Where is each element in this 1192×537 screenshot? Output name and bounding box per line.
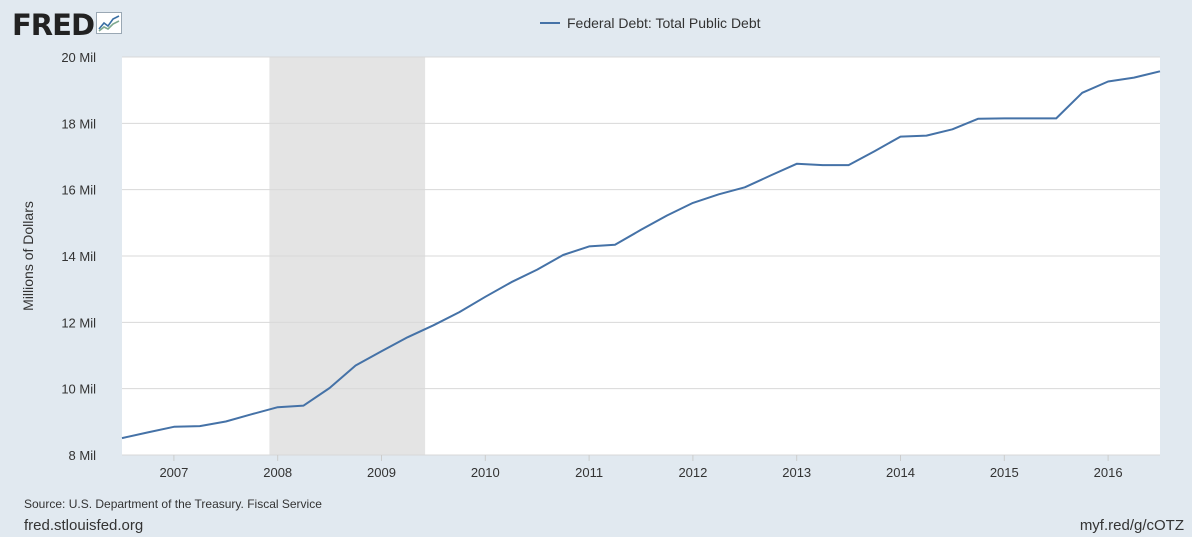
logo-text: FRED [12,8,95,42]
x-tick-label: 2009 [367,465,396,480]
legend-label: Federal Debt: Total Public Debt [567,15,761,31]
x-tick-label: 2010 [471,465,500,480]
fred-logo[interactable]: FRED [12,8,123,42]
x-tick-label: 2016 [1094,465,1123,480]
x-tick-label: 2015 [990,465,1019,480]
site-link[interactable]: fred.stlouisfed.org [24,517,144,534]
chart-legend[interactable]: Federal Debt: Total Public Debt [540,15,761,31]
source-note: Source: U.S. Department of the Treasury.… [24,497,322,511]
y-tick-label: 8 Mil [69,448,97,463]
y-tick-label: 10 Mil [61,382,96,397]
y-tick-label: 20 Mil [61,50,96,65]
y-tick-label: 18 Mil [61,116,96,131]
x-tick-label: 2008 [263,465,292,480]
x-tick-label: 2011 [575,465,603,480]
line-chart-icon [96,11,123,39]
x-tick-label: 2014 [886,465,915,480]
series-line-federal-debt[interactable] [121,70,1161,440]
legend-swatch [540,22,560,24]
y-axis-label: Millions of Dollars [20,201,36,311]
x-tick-label: 2012 [678,465,707,480]
short-link[interactable]: myf.red/g/cOTZ [1079,517,1184,534]
y-tick-label: 12 Mil [61,315,96,330]
y-tick-label: 16 Mil [61,183,96,198]
x-tick-label: 2007 [159,465,188,480]
x-tick-label: 2013 [782,465,811,480]
y-tick-label: 14 Mil [61,249,96,264]
